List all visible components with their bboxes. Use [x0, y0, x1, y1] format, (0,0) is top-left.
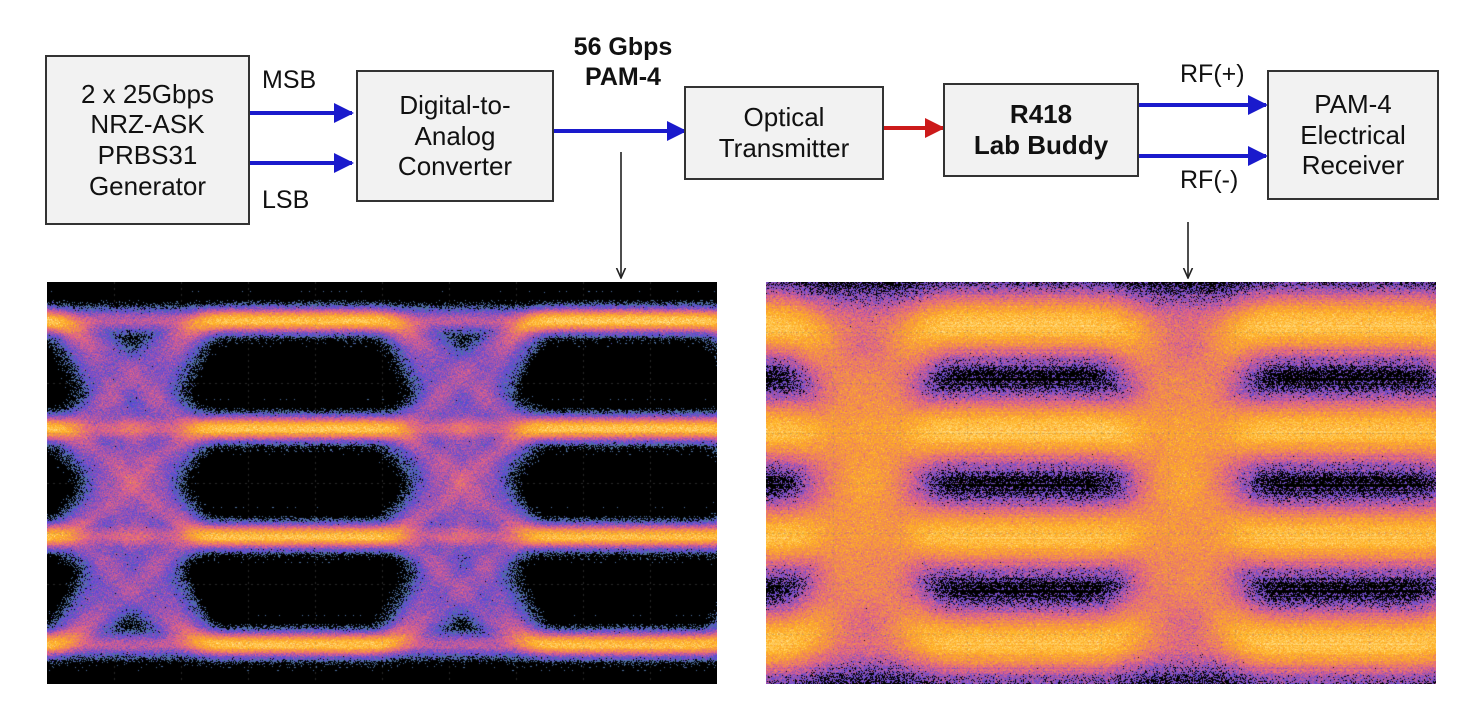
optical-transmitter-line-2: Transmitter — [718, 133, 850, 163]
eye-diagram-lab-buddy-canvas — [766, 282, 1436, 684]
dac-line-1: Digital-to- — [399, 89, 511, 120]
lab-buddy-block: R418 Lab Buddy — [943, 83, 1139, 177]
msb-label: MSB — [262, 66, 317, 94]
eye-diagram-transmitter — [47, 282, 717, 684]
receiver-line-3: Receiver — [1301, 150, 1405, 181]
generator-line-4: Generator — [88, 170, 207, 201]
data-rate-line-2: PAM-4 — [585, 63, 661, 91]
lab-buddy-line-2: Lab Buddy — [973, 130, 1109, 160]
data-rate-label: 56 Gbps PAM-4 — [548, 32, 698, 92]
rf-plus-label: RF(+) — [1180, 60, 1245, 88]
dac-block: Digital-to- Analog Converter — [356, 70, 554, 202]
receiver-line-1: PAM-4 — [1314, 88, 1392, 119]
dac-line-2: Analog — [414, 120, 496, 151]
generator-line-2: NRZ-ASK — [90, 109, 205, 140]
lsb-label: LSB — [262, 186, 310, 214]
optical-transmitter-line-1: Optical — [743, 102, 825, 133]
eye-diagram-lab-buddy — [766, 282, 1436, 684]
receiver-line-2: Electrical — [1300, 119, 1406, 150]
dac-line-3: Converter — [397, 151, 513, 182]
eye-diagram-transmitter-canvas — [47, 282, 717, 684]
data-rate-line-1: 56 Gbps — [573, 33, 673, 61]
optical-transmitter-block: Optical Transmitter — [684, 86, 884, 180]
generator-line-3: PRBS31 — [97, 140, 198, 170]
generator-block: 2 x 25Gbps NRZ-ASK PRBS31 Generator — [45, 55, 250, 225]
rf-minus-label: RF(-) — [1180, 166, 1239, 194]
lab-buddy-line-1: R418 — [1009, 99, 1073, 130]
generator-line-1: 2 x 25Gbps — [81, 78, 214, 109]
electrical-receiver-block: PAM-4 Electrical Receiver — [1267, 70, 1439, 200]
